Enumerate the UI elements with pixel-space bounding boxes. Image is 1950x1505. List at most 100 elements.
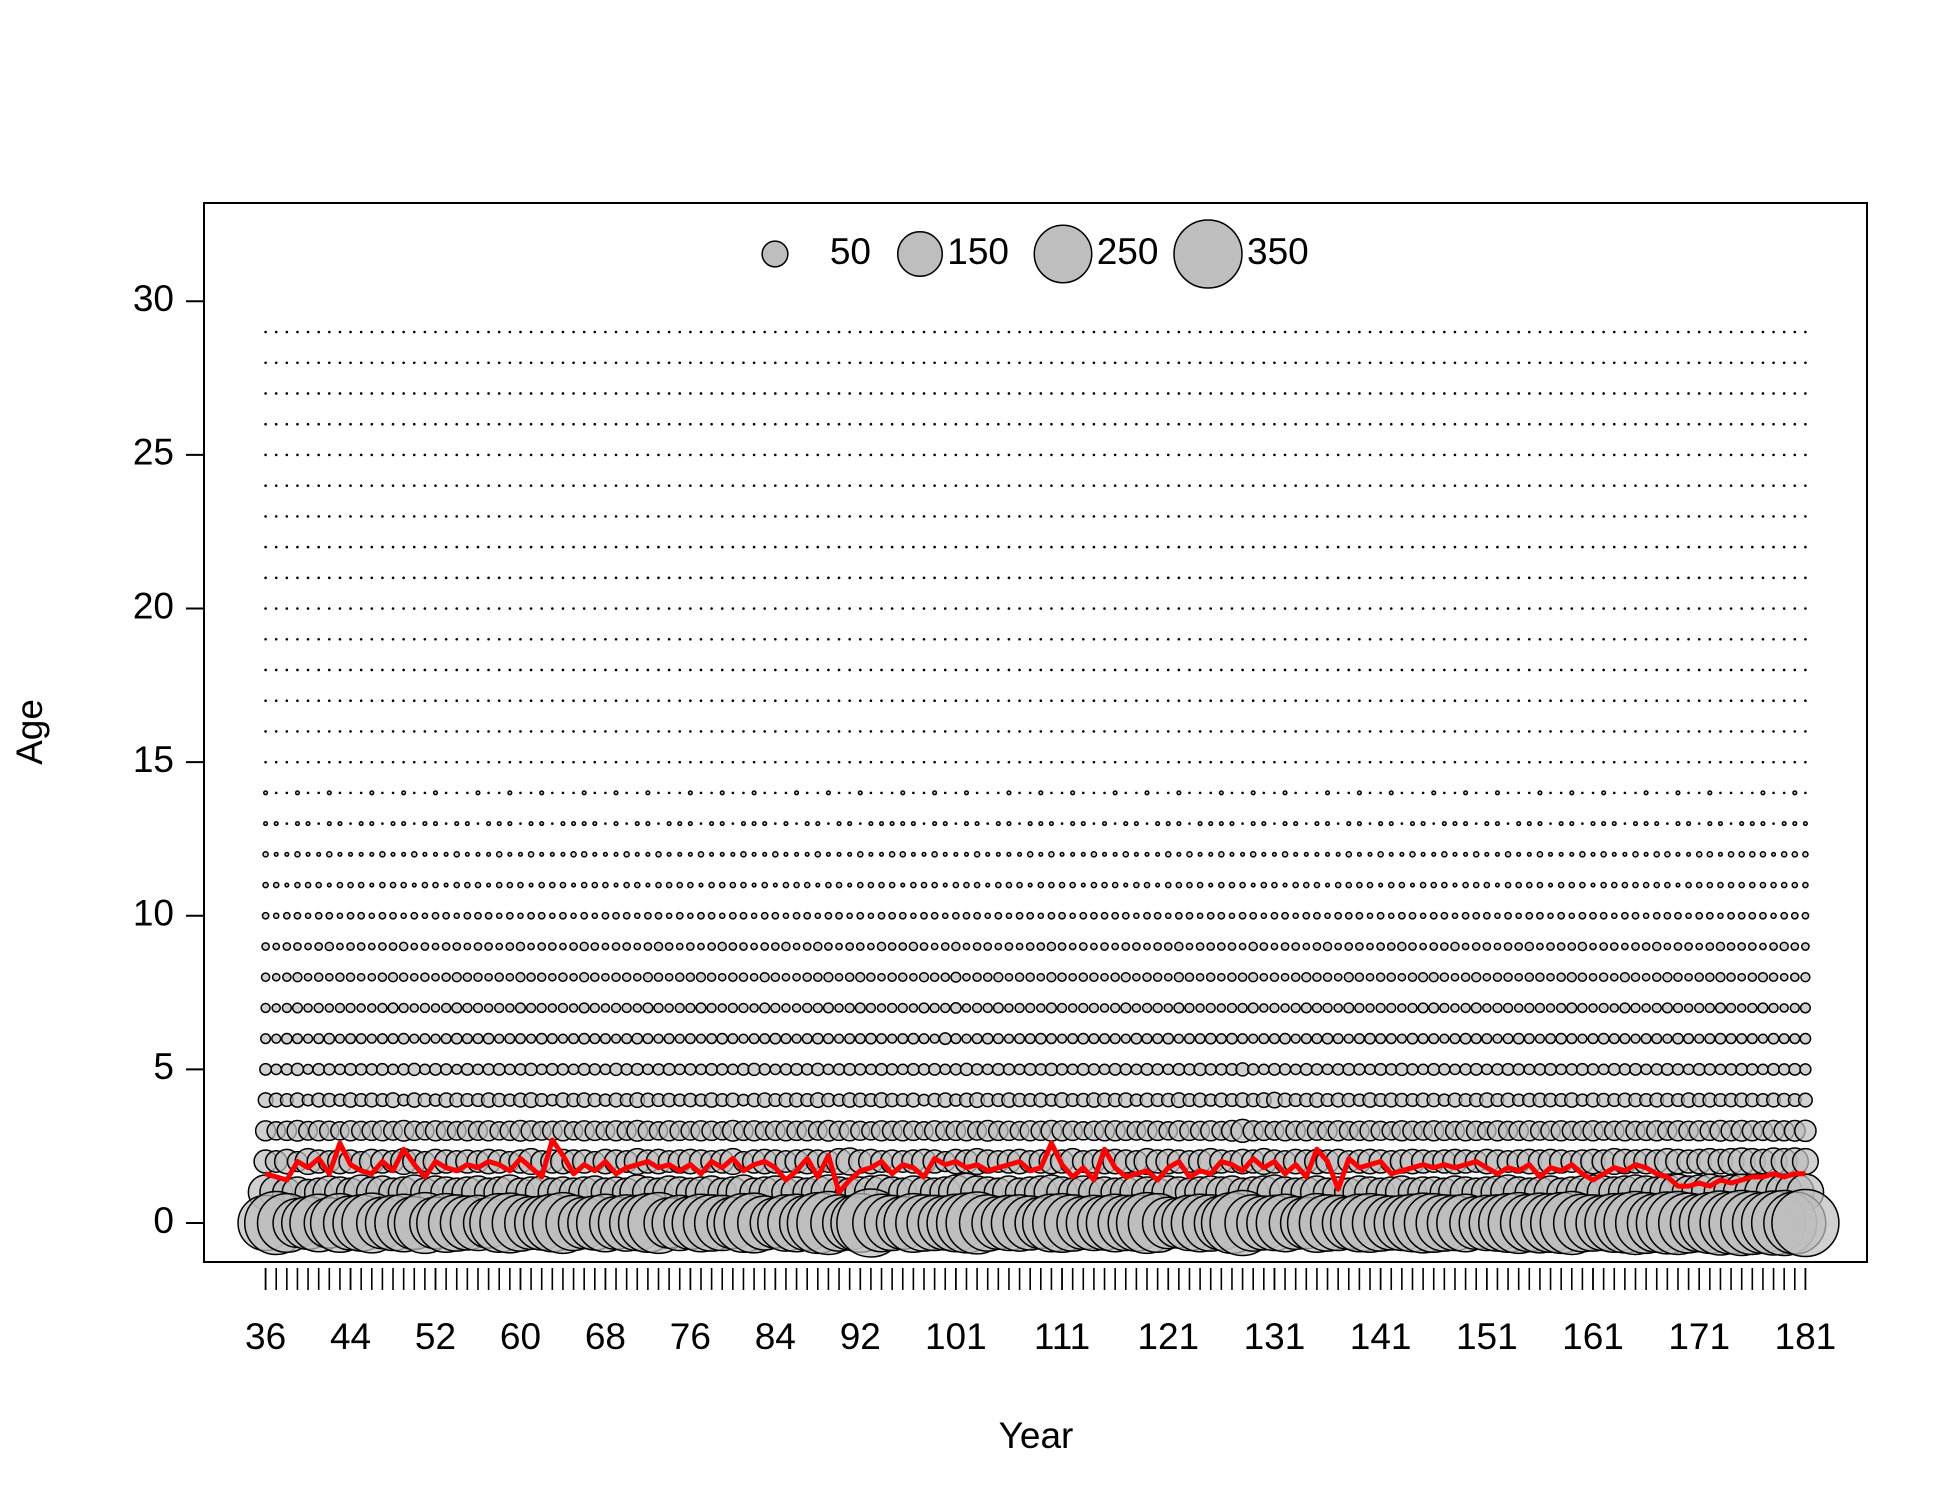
bubble xyxy=(954,822,958,825)
bubble xyxy=(938,1032,952,1046)
x-tick-label: 36 xyxy=(245,1316,286,1357)
bubble xyxy=(1538,637,1542,641)
bubble xyxy=(547,1003,558,1013)
bubble xyxy=(529,361,533,365)
bubble xyxy=(1634,330,1637,334)
bubble xyxy=(869,607,873,610)
bubble xyxy=(487,668,490,672)
bubble xyxy=(912,545,915,549)
bubble xyxy=(1443,422,1446,426)
bubble xyxy=(900,821,906,827)
bubble xyxy=(1322,1002,1333,1014)
bubble xyxy=(1366,881,1374,889)
bubble xyxy=(1453,576,1457,580)
bubble xyxy=(391,699,395,703)
bubble xyxy=(548,912,556,920)
bubble xyxy=(1421,791,1425,795)
bubble xyxy=(657,484,660,487)
bubble xyxy=(338,392,342,395)
bubble xyxy=(655,850,662,858)
bubble xyxy=(487,515,490,518)
bubble xyxy=(912,668,915,672)
bubble xyxy=(929,1033,940,1044)
bubble xyxy=(1655,484,1659,487)
bubble xyxy=(1751,422,1754,426)
bubble xyxy=(613,821,619,827)
bubble xyxy=(1257,1063,1270,1076)
bubble xyxy=(1028,791,1032,795)
bubble xyxy=(1782,607,1786,610)
bubble xyxy=(933,453,936,457)
bubble xyxy=(1623,576,1627,580)
bubble xyxy=(1506,668,1510,672)
bubble xyxy=(774,699,777,703)
bubble xyxy=(1600,850,1607,858)
bubble xyxy=(784,422,788,426)
bubble xyxy=(1336,668,1340,672)
bubble xyxy=(1566,972,1577,983)
bubble xyxy=(1643,790,1649,796)
bubble xyxy=(423,760,427,764)
bubble xyxy=(1777,1063,1791,1076)
bubble xyxy=(1294,545,1297,549)
bubble xyxy=(1332,1033,1344,1045)
y-axis-label: Age xyxy=(9,699,50,765)
bubble xyxy=(1619,1033,1631,1045)
bubble xyxy=(1666,484,1669,487)
bubble xyxy=(1799,1032,1812,1045)
bubble xyxy=(1779,941,1789,952)
bubble xyxy=(922,668,926,672)
bubble xyxy=(1273,330,1276,334)
bubble xyxy=(422,821,428,827)
bubble xyxy=(614,607,618,610)
bubble xyxy=(742,576,745,580)
bubble xyxy=(1241,422,1244,426)
bubble xyxy=(805,791,809,795)
bubble xyxy=(381,576,384,580)
bubble xyxy=(1304,545,1308,549)
bubble xyxy=(1208,851,1214,857)
bubble xyxy=(1674,911,1682,920)
bubble xyxy=(1421,330,1425,334)
bubble xyxy=(1283,361,1287,365)
bubble xyxy=(338,760,342,764)
bubble xyxy=(869,330,873,334)
bubble xyxy=(1644,545,1648,549)
bubble xyxy=(1060,453,1064,457)
bubble xyxy=(559,942,567,951)
bubble xyxy=(986,699,990,703)
bubble xyxy=(1547,851,1554,857)
bubble xyxy=(1538,668,1542,672)
bubble xyxy=(508,453,512,457)
bubble xyxy=(306,791,310,795)
bubble xyxy=(1506,484,1510,487)
bubble xyxy=(695,972,707,983)
bubble xyxy=(1751,607,1754,610)
bubble xyxy=(1612,392,1616,395)
bubble xyxy=(846,912,853,920)
bubble xyxy=(1559,330,1563,334)
bubble xyxy=(1389,668,1393,672)
bubble xyxy=(963,790,970,796)
bubble xyxy=(536,1002,547,1014)
bubble xyxy=(264,330,267,334)
bubble xyxy=(432,881,439,889)
bubble xyxy=(1761,668,1765,672)
bubble xyxy=(515,941,526,952)
bubble xyxy=(567,1063,580,1076)
bubble xyxy=(1591,760,1595,764)
bubble xyxy=(476,545,480,549)
bubble xyxy=(698,882,704,888)
bubble xyxy=(1751,545,1754,549)
bubble xyxy=(719,790,725,796)
bubble xyxy=(1676,607,1680,610)
bubble xyxy=(423,422,427,426)
bubble xyxy=(1463,790,1469,796)
bubble xyxy=(1761,760,1765,764)
bubble xyxy=(604,576,607,580)
bubble xyxy=(1177,330,1181,334)
bubble xyxy=(1368,484,1372,487)
bubble xyxy=(833,1033,845,1044)
bubble xyxy=(432,851,439,857)
bubble xyxy=(1050,730,1053,733)
